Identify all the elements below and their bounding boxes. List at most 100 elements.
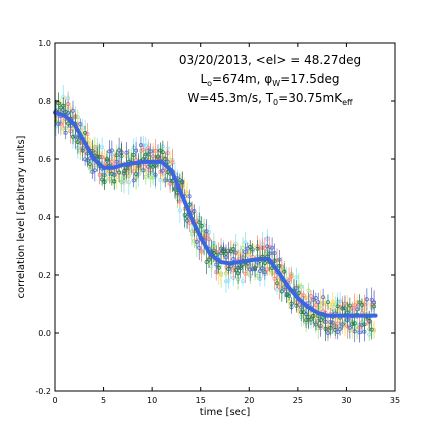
data-point — [224, 279, 228, 284]
data-point — [326, 300, 330, 305]
data-point — [114, 153, 119, 158]
data-point — [296, 291, 301, 295]
x-tick-label: 30 — [341, 396, 351, 405]
data-point — [134, 148, 139, 153]
y-tick-label: 0.6 — [38, 155, 51, 164]
data-point — [107, 149, 112, 154]
data-point — [277, 263, 282, 268]
data-point — [306, 315, 311, 319]
data-point — [313, 296, 318, 300]
data-point — [243, 271, 248, 276]
data-point — [333, 327, 338, 332]
data-point — [306, 288, 311, 293]
data-point — [148, 149, 153, 154]
data-point — [190, 232, 194, 237]
data-point — [282, 285, 287, 290]
data-point — [318, 318, 323, 323]
data-point — [255, 273, 260, 278]
data-point — [360, 323, 364, 327]
data-point — [105, 157, 109, 162]
data-point — [311, 313, 316, 318]
x-tick-label: 15 — [196, 396, 206, 405]
y-tick-label: -0.2 — [35, 387, 51, 396]
data-point — [131, 152, 136, 157]
data-point — [160, 150, 165, 155]
data-point — [357, 330, 362, 335]
data-point — [369, 327, 374, 332]
data-point — [226, 267, 231, 272]
data-point — [362, 302, 367, 307]
y-tick-label: 0.2 — [38, 271, 51, 280]
data-point — [233, 268, 238, 273]
x-tick-label: 10 — [147, 396, 157, 405]
data-point — [122, 168, 126, 173]
data-point — [117, 148, 122, 153]
data-point — [279, 289, 284, 294]
data-point — [340, 322, 345, 327]
annotation-line-1: 03/20/2013, <el> = 48.27deg — [179, 53, 361, 67]
data-point — [313, 322, 318, 327]
data-point — [63, 109, 68, 114]
data-point — [335, 330, 340, 335]
data-point — [100, 177, 105, 182]
scatter-points — [54, 84, 377, 343]
annotation-line-3: W=45.3m/s, T0=30.75mKeff — [187, 91, 353, 107]
data-point — [131, 178, 136, 183]
data-point — [289, 274, 294, 279]
data-point — [216, 265, 221, 270]
data-point — [151, 175, 156, 180]
data-point — [80, 148, 85, 153]
data-point — [97, 155, 102, 159]
data-point — [309, 317, 313, 322]
data-point — [177, 178, 182, 183]
data-point — [360, 302, 364, 307]
data-point — [347, 303, 352, 308]
data-point — [177, 208, 182, 213]
data-point — [197, 245, 202, 250]
data-point — [207, 257, 211, 262]
data-point — [231, 268, 236, 273]
data-point — [350, 322, 355, 327]
data-point — [219, 251, 224, 256]
data-point — [66, 110, 71, 115]
data-point — [236, 271, 241, 276]
y-tick-label: 0.4 — [38, 213, 51, 222]
data-point — [226, 278, 231, 283]
data-point — [63, 130, 68, 135]
data-point — [299, 310, 304, 315]
data-point — [100, 145, 105, 150]
data-point — [119, 179, 124, 184]
data-point — [243, 249, 248, 254]
data-point — [338, 327, 343, 331]
data-point — [284, 293, 289, 298]
data-point — [265, 244, 270, 249]
data-point — [265, 267, 270, 272]
data-point — [330, 299, 335, 304]
data-point — [92, 168, 97, 173]
annotation-line-2: Lo=674m, φW=17.5deg — [200, 72, 339, 88]
data-point — [141, 168, 146, 173]
data-point — [204, 229, 209, 234]
data-point — [369, 297, 374, 302]
y-tick-label: 1.0 — [38, 39, 51, 48]
data-point — [194, 239, 199, 244]
data-point — [131, 169, 136, 174]
data-point — [75, 140, 80, 145]
data-point — [287, 293, 292, 298]
x-axis-label: time [sec] — [200, 407, 251, 418]
data-point — [294, 275, 299, 280]
data-point — [124, 166, 129, 171]
data-point — [226, 249, 231, 253]
data-point — [139, 143, 143, 148]
data-point — [71, 134, 75, 139]
data-point — [180, 180, 185, 185]
data-point — [224, 251, 228, 256]
data-point — [335, 304, 340, 309]
data-point — [88, 141, 92, 146]
data-point — [66, 121, 71, 126]
data-point — [143, 143, 148, 148]
data-point — [253, 266, 258, 271]
data-point — [211, 251, 216, 255]
data-point — [272, 276, 277, 281]
data-point — [231, 247, 236, 252]
